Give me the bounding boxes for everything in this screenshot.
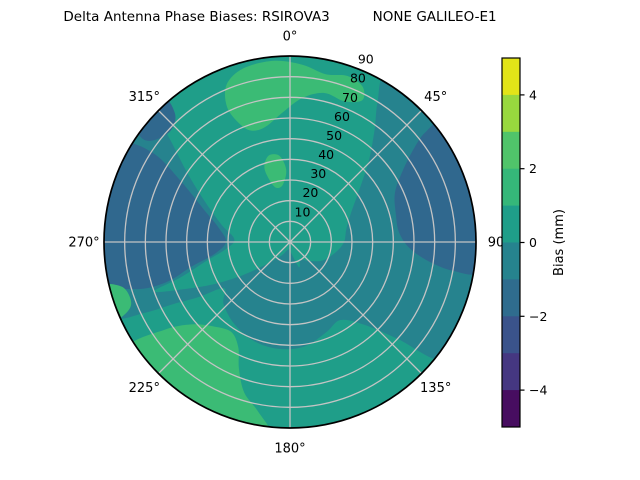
colorbar-segment xyxy=(502,242,520,280)
contour-region-green-bottom-left xyxy=(128,324,271,428)
colorbar: 4 2 0 −2 −4 Bias (mm) xyxy=(501,57,567,428)
angular-tick-label: 225° xyxy=(129,381,160,396)
colorbar-segment xyxy=(502,94,520,133)
angular-gridline xyxy=(158,110,291,243)
colorbar-segment xyxy=(502,353,520,391)
angular-gridline xyxy=(289,110,422,243)
radial-tick-label: 50 xyxy=(326,128,342,143)
radial-tick-label: 10 xyxy=(295,204,311,219)
radial-tick-label: 20 xyxy=(302,185,318,200)
colorbar-segment xyxy=(502,390,520,428)
colorbar-segment xyxy=(502,131,520,170)
colorbar-tick-label: −4 xyxy=(529,383,547,398)
colorbar-segment xyxy=(502,279,520,317)
angular-tick-label: 315° xyxy=(129,90,160,105)
colorbar-segment xyxy=(502,168,520,207)
radial-tick-label: 40 xyxy=(318,147,334,162)
radial-tick-label: 90 xyxy=(358,52,374,67)
colorbar-tick-label: 0 xyxy=(529,235,537,250)
colorbar-tick-label: 2 xyxy=(529,161,537,176)
contour-region-green-top-arc xyxy=(224,60,365,131)
angular-tick-label: 180° xyxy=(274,442,305,457)
contour-region-blue-left xyxy=(104,142,226,290)
colorbar-tick-label: 4 xyxy=(529,87,537,102)
angular-tick-label: 45° xyxy=(424,90,447,105)
angular-gridline xyxy=(158,241,291,374)
radial-tick-label: 80 xyxy=(350,71,366,86)
colorbar-tick-label: −2 xyxy=(529,309,547,324)
polar-outline xyxy=(103,55,477,429)
angular-tick-label: 135° xyxy=(420,381,451,396)
contour-region-green-center-blob xyxy=(264,154,287,189)
radial-tick-label: 60 xyxy=(334,109,350,124)
colorbar-segment xyxy=(502,58,520,96)
polar-grid xyxy=(104,56,476,428)
angular-gridline xyxy=(289,241,422,374)
chart-title: Delta Antenna Phase Biases: RSIROVA3 NON… xyxy=(63,9,497,25)
angular-tick-label: 0° xyxy=(283,30,298,45)
angular-tick-label: 270° xyxy=(68,236,99,251)
radial-tick-label: 70 xyxy=(342,90,358,105)
colorbar-axis-label: Bias (mm) xyxy=(552,209,567,276)
contour-region-blue-topleft-rim xyxy=(136,96,176,141)
angular-tick-label: 90 xyxy=(488,236,505,251)
colorbar-segment xyxy=(502,316,520,354)
radial-tick-label: 30 xyxy=(310,166,326,181)
colorbar-segment xyxy=(502,205,520,243)
